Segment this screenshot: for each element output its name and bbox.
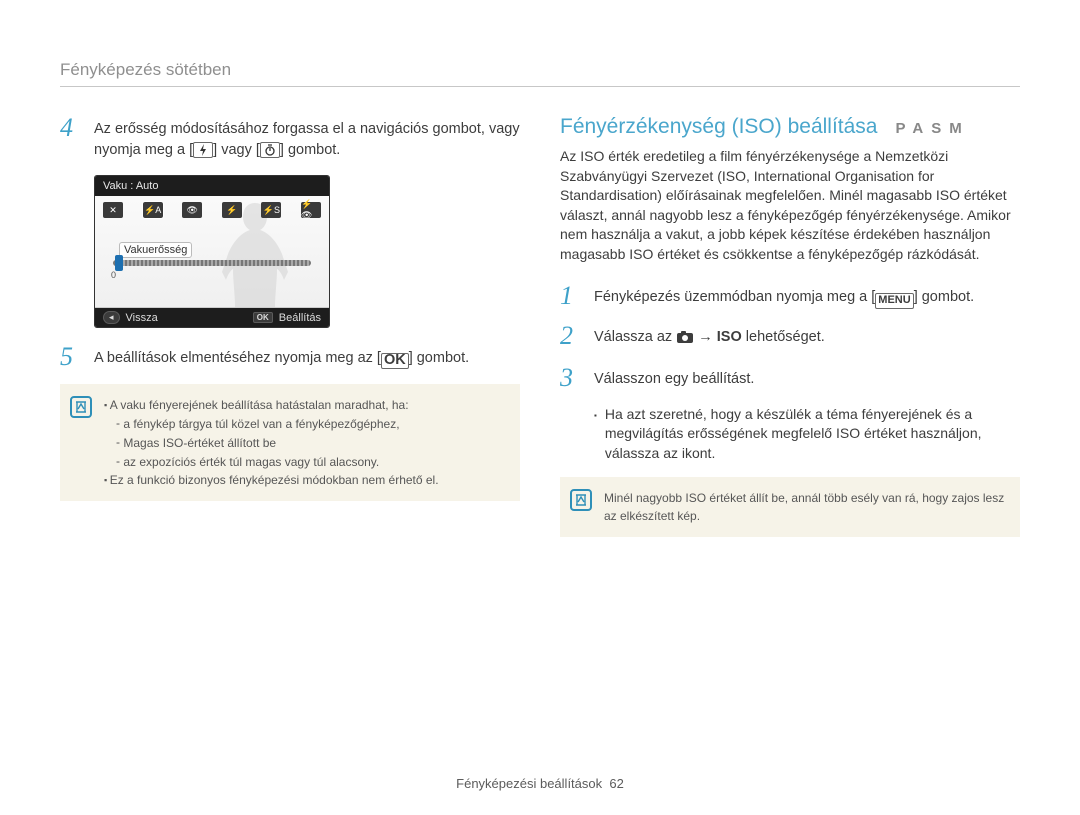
note-sub: Magas ISO-értéket állított be — [116, 433, 506, 452]
step-text: A beállítások elmentéséhez nyomja meg az… — [94, 344, 520, 370]
slider-zero: 0 — [111, 270, 116, 280]
camera-screenshot: Vaku : Auto ✕ ⚡A 👁 ⚡ ⚡S ⚡👁 Vakuerősség 0 — [94, 175, 330, 328]
step-4: 4 Az erősség módosításához forgassa el a… — [60, 115, 520, 161]
back-pill-icon: ◂ — [103, 311, 120, 324]
step-number: 4 — [60, 115, 82, 161]
iso-label: ISO — [717, 329, 742, 345]
step-1: 1 Fényképezés üzemmódban nyomja meg a [M… — [560, 283, 1020, 309]
left-column: 4 Az erősség módosításához forgassa el a… — [60, 115, 520, 537]
note-sub: a fénykép tárgya túl közel van a fénykép… — [116, 414, 506, 433]
flash-auto-icon: ⚡A — [143, 202, 163, 218]
title-text: Fényérzékenység (ISO) beállítása — [560, 115, 877, 139]
note-bullet: Ez a funkció bizonyos fényképezési módok… — [104, 471, 506, 489]
text: Válassza az — [594, 329, 676, 345]
breadcrumb: Fényképezés sötétben — [60, 60, 1020, 87]
step-text: Az erősség módosításához forgassa el a n… — [94, 115, 520, 161]
page-footer: Fényképezési beállítások 62 — [0, 776, 1080, 791]
text: ] gombot. — [914, 289, 974, 305]
note-sub: az expozíciós érték túl magas vagy túl a… — [116, 452, 506, 471]
step-number: 1 — [560, 283, 582, 309]
note-icon — [70, 396, 92, 418]
step-number: 5 — [60, 344, 82, 370]
ok-icon: OK — [381, 353, 409, 369]
arrow: → — [694, 329, 717, 345]
step-5: 5 A beállítások elmentéséhez nyomja meg … — [60, 344, 520, 370]
step-number: 3 — [560, 365, 582, 391]
step-2: 2 Válassza az → ISO lehetőséget. — [560, 323, 1020, 351]
section-title: Fényérzékenység (ISO) beállítása PASM — [560, 115, 1020, 139]
page-number: 62 — [609, 776, 623, 791]
back-label: Vissza — [126, 312, 158, 324]
camera-preview: ✕ ⚡A 👁 ⚡ ⚡S ⚡👁 Vakuerősség 0 — [95, 196, 329, 308]
sub-bullet: Ha azt szeretné, hogy a készülék a téma … — [560, 405, 1020, 464]
note-box: A vaku fényerejének beállítása hatástala… — [60, 384, 520, 501]
text: ] vagy [ — [213, 142, 260, 158]
step-3: 3 Válasszon egy beállítást. — [560, 365, 1020, 391]
text: ] gombot. — [409, 350, 469, 366]
note-text: Minél nagyobb ISO értéket állít be, anná… — [604, 491, 1004, 523]
step-text: Válasszon egy beállítást. — [594, 365, 1020, 391]
ok-pill-icon: OK — [253, 312, 273, 323]
menu-icon: MENU — [875, 293, 913, 309]
flash-icon — [193, 142, 213, 158]
step-text: Fényképezés üzemmódban nyomja meg a [MEN… — [594, 283, 1020, 309]
slider-label: Vakuerősség — [119, 242, 192, 258]
ok-label: Beállítás — [279, 312, 321, 324]
note-bullet: A vaku fényerejének beállítása hatástala… — [104, 396, 506, 471]
text: ] gombot. — [280, 142, 340, 158]
step-text: Válassza az → ISO lehetőséget. — [594, 323, 1020, 351]
two-column-layout: 4 Az erősség módosításához forgassa el a… — [60, 115, 1020, 537]
note-box: Minél nagyobb ISO értéket állít be, anná… — [560, 477, 1020, 537]
slider-thumb — [115, 255, 123, 271]
flash-redeye-icon: 👁 — [182, 202, 202, 218]
text: Fényképezés üzemmódban nyomja meg a [ — [594, 289, 875, 305]
flash-redeye2-icon: ⚡👁 — [301, 202, 321, 218]
step-number: 2 — [560, 323, 582, 351]
camera-footer: ◂ Vissza OK Beállítás — [95, 308, 329, 327]
flash-slow-icon: ⚡S — [261, 202, 281, 218]
text: Ha azt szeretné, hogy a készülék a téma … — [605, 405, 1020, 464]
intro-paragraph: Az ISO érték eredetileg a film fényérzék… — [560, 147, 1020, 265]
flash-mode-icons: ✕ ⚡A 👁 ⚡ ⚡S ⚡👁 — [103, 202, 321, 218]
slider-track — [113, 260, 311, 266]
mode-indicators: PASM — [895, 120, 969, 137]
footer-label: Fényképezési beállítások — [456, 776, 602, 791]
note-icon — [570, 489, 592, 511]
text: A beállítások elmentéséhez nyomja meg az… — [94, 350, 381, 366]
text: lehetőséget. — [742, 329, 825, 345]
timer-icon — [260, 142, 280, 158]
camera-title: Vaku : Auto — [95, 176, 329, 196]
flash-fill-icon: ⚡ — [222, 202, 242, 218]
right-column: Fényérzékenység (ISO) beállítása PASM Az… — [560, 115, 1020, 537]
flash-off-icon: ✕ — [103, 202, 123, 218]
camera-icon — [676, 330, 694, 351]
